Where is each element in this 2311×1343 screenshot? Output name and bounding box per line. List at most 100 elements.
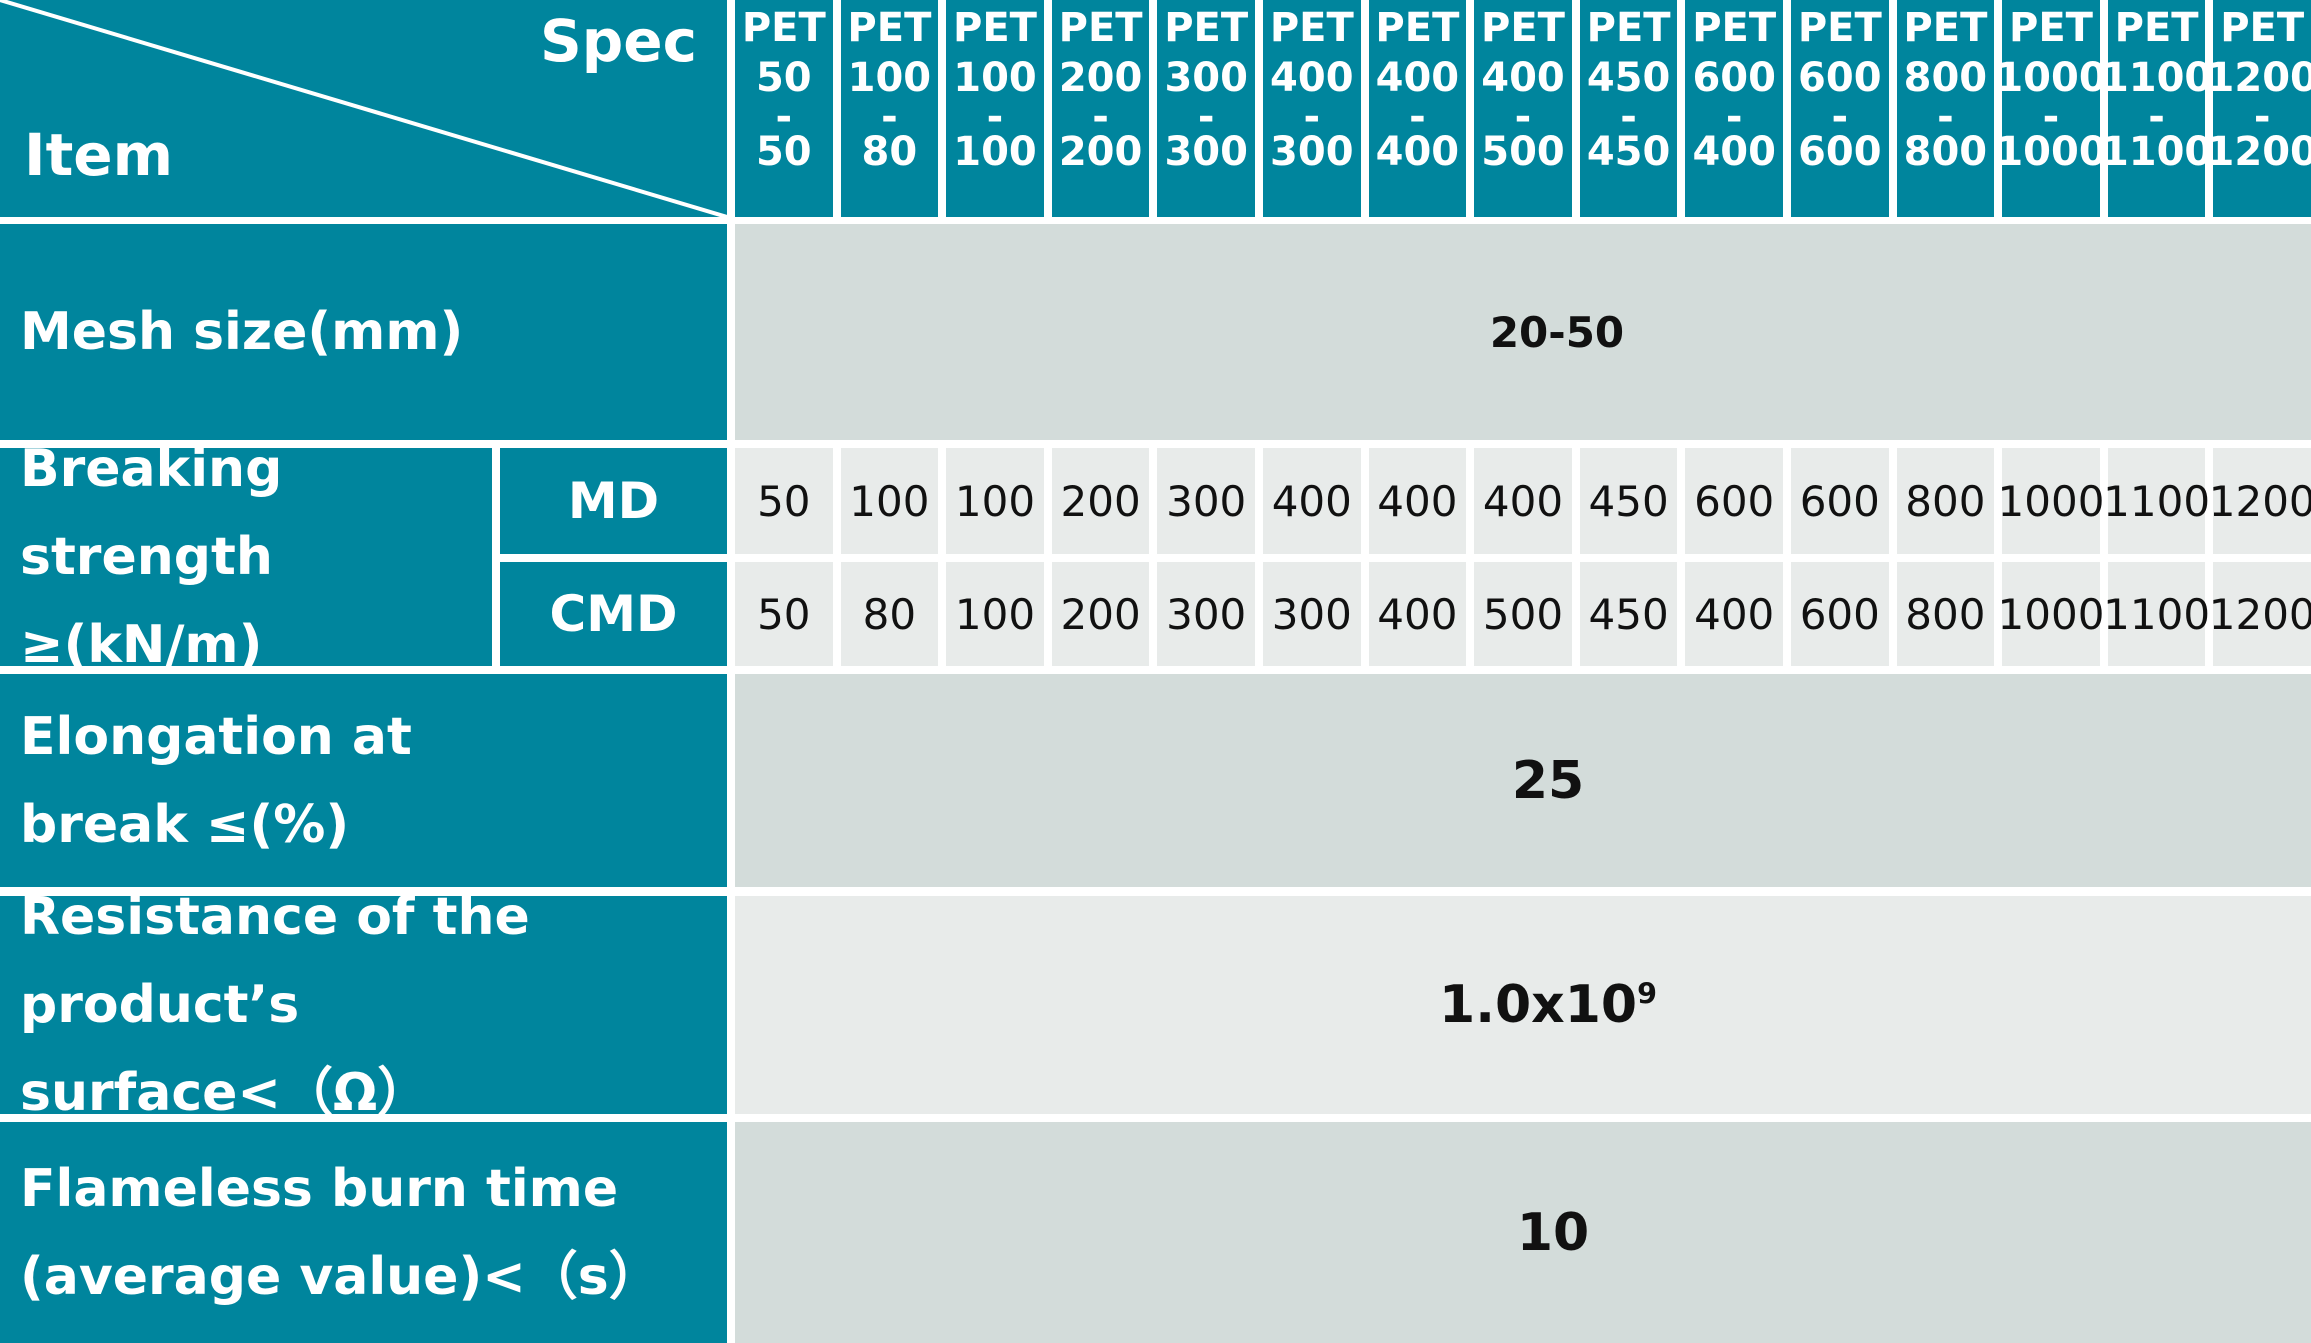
elongation-label-cell: Elongation at break ≤(%)	[0, 674, 727, 887]
elongation-value-cell: 25	[735, 674, 2311, 887]
cmd-value: 1100	[2103, 589, 2211, 639]
burn-time-label-line2: (average value)<（s）	[20, 1246, 661, 1307]
spec-dash: -	[881, 94, 898, 140]
resistance-label-line1: Resistance of the product’s	[20, 887, 530, 1035]
md-value: 200	[1060, 476, 1141, 526]
spec-dash: -	[775, 94, 793, 140]
cmd-value: 80	[862, 589, 917, 639]
elongation-value: 25	[1511, 750, 1585, 811]
burn-time-label-line1: Flameless burn time	[20, 1158, 619, 1219]
cmd-value-cell: 1200	[2209, 562, 2311, 666]
md-value: 1200	[2208, 476, 2311, 526]
spec-dash: -	[986, 94, 1004, 140]
spec-pet-label: PET	[1164, 5, 1249, 51]
spec-md-value: 1200	[2206, 55, 2311, 101]
mesh-size-value: 20-50	[1489, 307, 1625, 357]
cmd-value-cell: 50	[735, 562, 833, 666]
burn-time-label-cell: Flameless burn time (average value)<（s）	[0, 1122, 727, 1343]
md-value: 1000	[1997, 476, 2105, 526]
md-value: 1100	[2103, 476, 2211, 526]
spec-cmd-value: 200	[1058, 129, 1143, 175]
elongation-label-line2: break ≤(%)	[20, 794, 350, 855]
cmd-value: 800	[1905, 589, 1986, 639]
spec-md-value: 450	[1586, 55, 1671, 101]
spec-column-header: PET 100-100	[946, 0, 1044, 217]
cmd-value-cell: 300	[1263, 562, 1361, 666]
resistance-value-base: 1.0x10	[1439, 975, 1638, 1035]
md-value: 450	[1588, 476, 1669, 526]
cmd-value: 500	[1482, 589, 1564, 639]
spec-dash: -	[1409, 94, 1426, 140]
cmd-value: 400	[1377, 589, 1458, 639]
spec-pet-label: PET	[1058, 5, 1143, 51]
spec-cmd-value: 1200	[2206, 129, 2311, 175]
spec-md-value: 100	[847, 55, 932, 101]
md-label: MD	[567, 472, 660, 530]
spec-pet-label: PET	[2114, 5, 2199, 51]
spec-cmd-value: 80	[861, 129, 918, 175]
spec-md-value: 1100	[2100, 55, 2213, 101]
cmd-value-cell: 1100	[2103, 562, 2210, 666]
spec-column-header: PET 400-500	[1474, 0, 1572, 217]
mesh-size-label-cell: Mesh size(mm)	[0, 224, 727, 440]
spec-cmd-value: 600	[1798, 129, 1882, 175]
header-corner-cell: Spec Item	[0, 0, 727, 217]
cmd-value-cell: 450	[1579, 562, 1678, 666]
spec-dash: -	[2042, 94, 2060, 140]
spec-dash: -	[2253, 94, 2271, 140]
breaking-strength-label-line2: ≥(kN/m)	[20, 615, 263, 675]
cmd-value-cell: 1000	[1998, 562, 2104, 666]
spec-pet-label: PET	[1269, 5, 1354, 51]
md-label-cell: MD	[500, 448, 727, 554]
spec-cmd-value: 400	[1692, 129, 1776, 175]
cmd-value-cell: 600	[1791, 562, 1889, 666]
cmd-value: 300	[1166, 589, 1247, 639]
burn-time-value-cell: 10	[735, 1122, 2311, 1343]
spec-cmd-value: 300	[1164, 129, 1248, 175]
spec-dash: -	[1831, 94, 1849, 140]
spec-column-header: PET 800-800	[1896, 0, 1995, 217]
md-value-cell: 400	[1474, 448, 1572, 554]
spec-column-header: PET 450-450	[1579, 0, 1678, 217]
spec-column-header: PET 400-400	[1368, 0, 1467, 217]
spec-pet-label: PET	[1903, 5, 1988, 51]
cmd-value: 1000	[1997, 589, 2105, 639]
spec-md-value: 400	[1481, 55, 1565, 101]
spec-dash: -	[1092, 94, 1109, 140]
spec-md-value: 300	[1164, 55, 1248, 101]
md-value-cell: 200	[1051, 448, 1150, 554]
spec-dash: -	[1303, 94, 1321, 140]
spec-cmd-value: 100	[953, 129, 1037, 175]
cmd-value-cell: 100	[946, 562, 1044, 666]
spec-md-value: 600	[1798, 55, 1882, 101]
cmd-value-cell: 200	[1051, 562, 1150, 666]
cmd-value: 50	[757, 589, 811, 639]
spec-dash: -	[1725, 94, 1743, 140]
spec-dash: -	[1197, 94, 1215, 140]
spec-pet-label: PET	[1586, 5, 1671, 51]
spec-column-header: PET 50-50	[735, 0, 833, 217]
spec-md-value: 400	[1270, 55, 1354, 101]
resistance-value-exponent: 9	[1637, 976, 1657, 1011]
burn-time-value: 10	[1516, 1202, 1590, 1263]
md-value-cell: 1200	[2209, 448, 2311, 554]
spec-dash: -	[1514, 94, 1532, 140]
resistance-label-line2: surface<（Ω）	[20, 1063, 430, 1123]
cmd-value-cell: 800	[1896, 562, 1995, 666]
md-value: 50	[757, 476, 811, 526]
md-value-cell: 450	[1579, 448, 1678, 554]
cmd-value: 200	[1060, 589, 1141, 639]
spec-pet-label: PET	[953, 5, 1037, 51]
spec-cmd-value: 500	[1481, 129, 1565, 175]
diagonal-divider	[0, 0, 727, 217]
md-value-cell: 1000	[1998, 448, 2104, 554]
spec-pet-label: PET	[1692, 5, 1777, 51]
spec-column-header: PET 1000-1000	[1995, 0, 2107, 217]
md-value-cell: 50	[735, 448, 833, 554]
spec-cmd-value: 1000	[1995, 129, 2107, 175]
spec-pet-label: PET	[2009, 5, 2093, 51]
cmd-value: 100	[954, 589, 1036, 639]
cmd-value-cell: 400	[1368, 562, 1467, 666]
spec-column-header: PET 100-80	[840, 0, 939, 217]
cmd-label-cell: CMD	[500, 562, 727, 666]
